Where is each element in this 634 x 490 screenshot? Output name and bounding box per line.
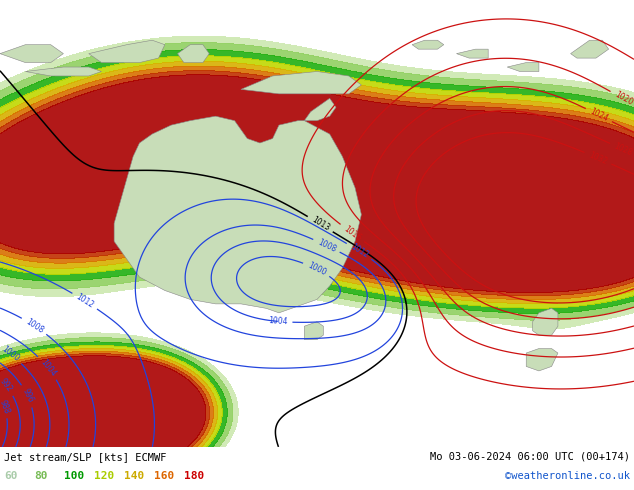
Text: 120: 120 xyxy=(94,471,114,481)
Text: 1032: 1032 xyxy=(587,150,609,166)
Text: ©weatheronline.co.uk: ©weatheronline.co.uk xyxy=(505,471,630,481)
Polygon shape xyxy=(456,49,488,58)
Text: 1000: 1000 xyxy=(0,345,20,364)
Text: 1016: 1016 xyxy=(342,224,363,243)
Polygon shape xyxy=(412,40,444,49)
Polygon shape xyxy=(526,348,558,371)
Text: 1004: 1004 xyxy=(268,316,288,326)
Polygon shape xyxy=(178,45,209,63)
Text: 992: 992 xyxy=(0,377,14,394)
Text: 1020: 1020 xyxy=(612,90,634,107)
Polygon shape xyxy=(304,322,323,340)
Text: 1008: 1008 xyxy=(24,317,45,335)
Text: 996: 996 xyxy=(20,388,35,405)
Polygon shape xyxy=(114,98,361,313)
Polygon shape xyxy=(0,45,63,63)
Polygon shape xyxy=(241,72,361,94)
Text: 1008: 1008 xyxy=(316,237,337,254)
Text: 180: 180 xyxy=(184,471,204,481)
Text: Jet stream/SLP [kts] ECMWF: Jet stream/SLP [kts] ECMWF xyxy=(4,452,167,462)
Text: 988: 988 xyxy=(0,398,11,415)
Text: Mo 03-06-2024 06:00 UTC (00+174): Mo 03-06-2024 06:00 UTC (00+174) xyxy=(430,452,630,462)
Polygon shape xyxy=(25,67,101,76)
Text: 1024: 1024 xyxy=(588,107,609,123)
Text: 80: 80 xyxy=(34,471,48,481)
Polygon shape xyxy=(89,40,165,63)
Text: 140: 140 xyxy=(124,471,145,481)
Text: 160: 160 xyxy=(154,471,174,481)
Text: 100: 100 xyxy=(64,471,84,481)
Text: 1013: 1013 xyxy=(309,215,331,233)
Polygon shape xyxy=(571,40,609,58)
Text: 1028: 1028 xyxy=(613,142,634,157)
Polygon shape xyxy=(507,63,539,72)
Text: 1000: 1000 xyxy=(306,261,327,277)
Polygon shape xyxy=(533,308,558,335)
Text: 1012: 1012 xyxy=(74,292,95,310)
Text: 1004: 1004 xyxy=(38,357,57,378)
Text: 1012: 1012 xyxy=(349,242,370,260)
Text: 60: 60 xyxy=(4,471,18,481)
